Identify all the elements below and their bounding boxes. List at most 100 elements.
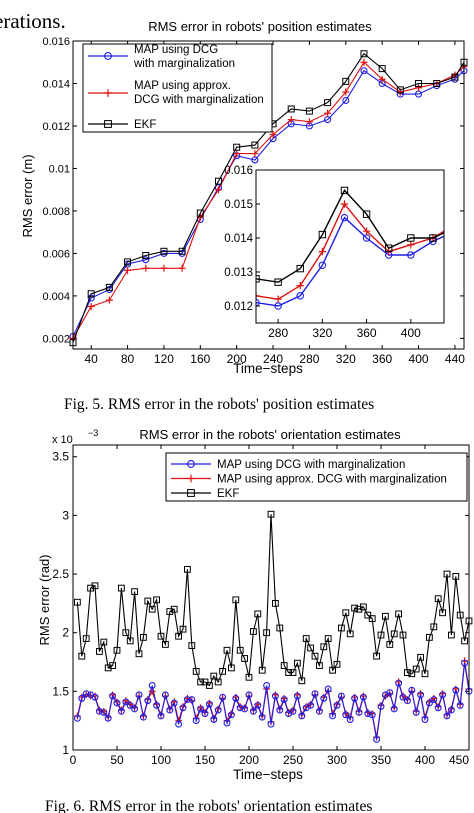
chart2-title: RMS error in the robots' orientation est…: [139, 427, 401, 442]
chart2-data-point: [201, 710, 209, 718]
chart1-y-tick-label: 0.008: [42, 206, 70, 218]
chart2-data-point: [228, 664, 235, 672]
chart2-data-point: [95, 707, 103, 715]
chart1-y-tick-label: 0.006: [42, 248, 70, 260]
inset-data-point: [318, 230, 327, 239]
chart2-legend: MAP using DCG with marginalization MAP us…: [165, 452, 468, 502]
chart1-x-tick-label: 360: [372, 352, 392, 366]
chart2-data-point: [100, 709, 108, 716]
chart2-data-point: [434, 704, 442, 712]
inset-data-point: [362, 210, 371, 218]
chart2-data-point: [338, 624, 345, 632]
inset-y-tick-label: 0.014: [224, 233, 253, 245]
chart2-data-point: [355, 605, 363, 613]
chart1-x-tick-label: 40: [85, 352, 99, 366]
chart2-data-point: [78, 652, 86, 660]
chart2-data-point: [316, 662, 323, 669]
chart2-data-point: [311, 652, 319, 660]
chart2-data-point: [197, 705, 205, 713]
inset-data-point: [296, 264, 304, 273]
chart2-data-point: [104, 664, 112, 672]
chart2-data-point: [104, 714, 112, 722]
chart2-x-tick-label-end: 450: [449, 753, 469, 767]
inset-series-line: [256, 202, 444, 300]
chart1-x-tick-label: 280: [299, 352, 319, 366]
chart2-data-point: [294, 659, 301, 667]
chart2-data-point: [131, 588, 138, 596]
chart1-x-label: Time−steps: [233, 361, 303, 376]
chart2-data-point: [386, 641, 394, 648]
chart1-x-tick-label: 80: [121, 352, 135, 366]
chart2-data-point: [153, 596, 160, 604]
chart2-data-point: [140, 633, 147, 641]
chart2-data-point: [307, 701, 315, 709]
chart1-data-point: [105, 283, 113, 291]
chart2-data-point: [320, 694, 328, 702]
chart1-data-point: [124, 266, 132, 274]
chart2-data-point: [236, 646, 244, 654]
chart1-legend-label: EKF: [134, 119, 156, 131]
chart2-data-point: [315, 707, 323, 715]
inset-y-tick-label: 0.013: [224, 267, 253, 279]
chart2-data-point: [399, 693, 407, 701]
chart1-data-point: [142, 256, 150, 264]
inset-data-point: [318, 247, 327, 256]
chart2-series-line: [76, 663, 470, 740]
inset-data-point: [340, 186, 349, 195]
chart2-data-point: [337, 692, 345, 700]
chart2-data-point: [219, 668, 226, 675]
chart2-data-point: [214, 678, 222, 686]
chart1-x-tick-label: 200: [227, 352, 247, 366]
chart2-data-point: [188, 642, 196, 649]
chart2-data-point: [421, 670, 429, 678]
chart2-data-point: [434, 595, 442, 603]
chart2-x-tick-label: 250: [283, 753, 303, 767]
chart2-data-point: [91, 582, 99, 590]
chart2-data-point: [373, 735, 381, 743]
chart2-data-point: [250, 628, 257, 635]
chart2-data-point: [329, 712, 337, 720]
chart2-data-point: [329, 666, 337, 674]
chart2-data-point: [192, 717, 200, 725]
orientation-error-chart: RMS error in the robots' orientation est…: [37, 427, 473, 782]
chart1-data-point: [160, 264, 168, 272]
chart2-data-point: [368, 615, 376, 623]
chart2-x-tick-label: 100: [151, 753, 171, 767]
chart1-data-point: [233, 150, 241, 158]
chart2-y-multiplier: x 10: [52, 434, 73, 446]
chart2-y-tick-label: 3: [62, 508, 69, 522]
chart2-data-point: [166, 608, 174, 615]
inset-data-point: [296, 281, 304, 290]
chart2-y-tick-label: 3.5: [52, 450, 69, 464]
inset-data-point: [407, 251, 415, 259]
chart2-y-tick-label: 1.5: [52, 684, 69, 698]
chart2-data-point: [126, 701, 134, 709]
chart1-data-point: [324, 99, 332, 107]
chart2-x-tick-label: 400: [415, 753, 435, 767]
chart2-data-point: [302, 635, 310, 642]
chart1-legend-marker: [104, 120, 112, 128]
chart2-data-point: [382, 612, 389, 620]
inset-data-point: [318, 261, 327, 269]
chart2-data-point: [148, 605, 156, 613]
chart1-x-tick-label: 120: [154, 352, 174, 366]
inset-y-tick-label: 0.015: [224, 199, 253, 211]
chart2-data-point: [439, 691, 447, 699]
inset-x-tick-label: 280: [268, 326, 288, 340]
chart2-data-point: [241, 705, 249, 713]
chart2-data-point: [249, 707, 257, 715]
chart1-data-point: [87, 290, 95, 298]
chart1-data-point: [269, 130, 277, 138]
chart2-data-point: [408, 686, 416, 694]
chart2-data-point: [263, 629, 271, 637]
chart2-data-point: [254, 610, 262, 618]
chart1-x-tick-label: 320: [336, 352, 356, 366]
chart1-data-point: [342, 88, 350, 96]
chart2-data-point: [461, 637, 469, 645]
chart1-x-tick-label: 440: [445, 352, 465, 366]
chart2-data-point: [285, 669, 293, 676]
chart2-data-point: [346, 630, 354, 638]
chart2-data-point: [192, 668, 200, 675]
chart2-data-point: [144, 697, 152, 705]
chart2-data-point: [351, 694, 359, 702]
